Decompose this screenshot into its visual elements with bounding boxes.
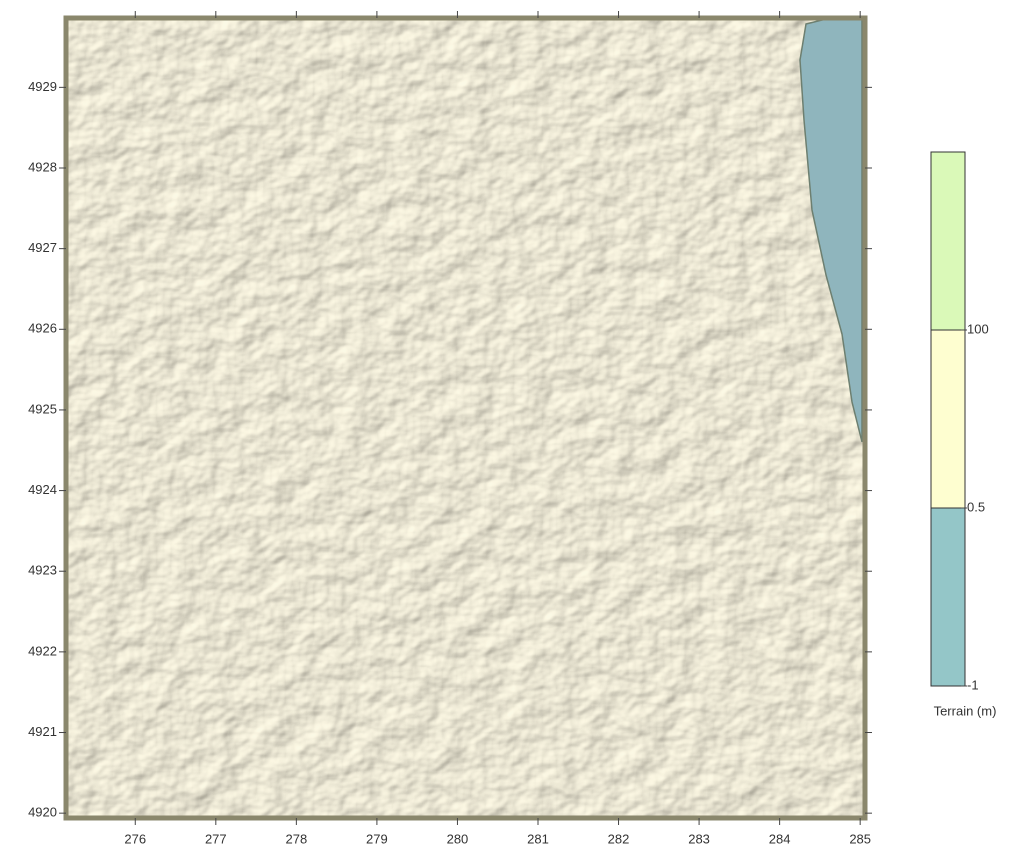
colorbar-tick-label: 100 — [967, 321, 989, 336]
colorbar-tick-label: -1 — [967, 677, 979, 692]
terrain-relief — [66, 18, 865, 818]
y-tick-label: 4929 — [28, 79, 57, 94]
page: {"chart_data": {"type": "raster", "xlim"… — [0, 0, 1029, 855]
x-tick-label: 284 — [769, 831, 791, 846]
x-tick-label: 285 — [849, 831, 871, 846]
y-tick-label: 4921 — [28, 724, 57, 739]
y-tick-label: 4923 — [28, 563, 57, 578]
colorbar-label: Terrain (m) — [934, 703, 997, 718]
x-tick-label: 281 — [527, 831, 549, 846]
colorbar-band — [931, 330, 965, 508]
y-tick-label: 4924 — [28, 482, 57, 497]
y-tick-label: 4925 — [28, 401, 57, 416]
y-tick-label: 4927 — [28, 240, 57, 255]
colorbar-tick-label: 0.5 — [967, 499, 985, 514]
x-tick-label: 279 — [366, 831, 388, 846]
x-tick-label: 277 — [205, 831, 227, 846]
y-tick-label: 4928 — [28, 159, 57, 174]
x-tick-label: 283 — [688, 831, 710, 846]
x-tick-label: 282 — [608, 831, 630, 846]
colorbar-band — [931, 508, 965, 686]
y-tick-label: 4922 — [28, 643, 57, 658]
y-tick-label: 4920 — [28, 805, 57, 820]
colorbar-band — [931, 152, 965, 330]
y-tick-label: 4926 — [28, 321, 57, 336]
x-tick-label: 278 — [286, 831, 308, 846]
x-tick-label: 280 — [447, 831, 469, 846]
x-tick-label: 276 — [124, 831, 146, 846]
chart: Terrain (m) 276 277 278 279 280 281 282 283 284 2… — [0, 0, 1029, 855]
